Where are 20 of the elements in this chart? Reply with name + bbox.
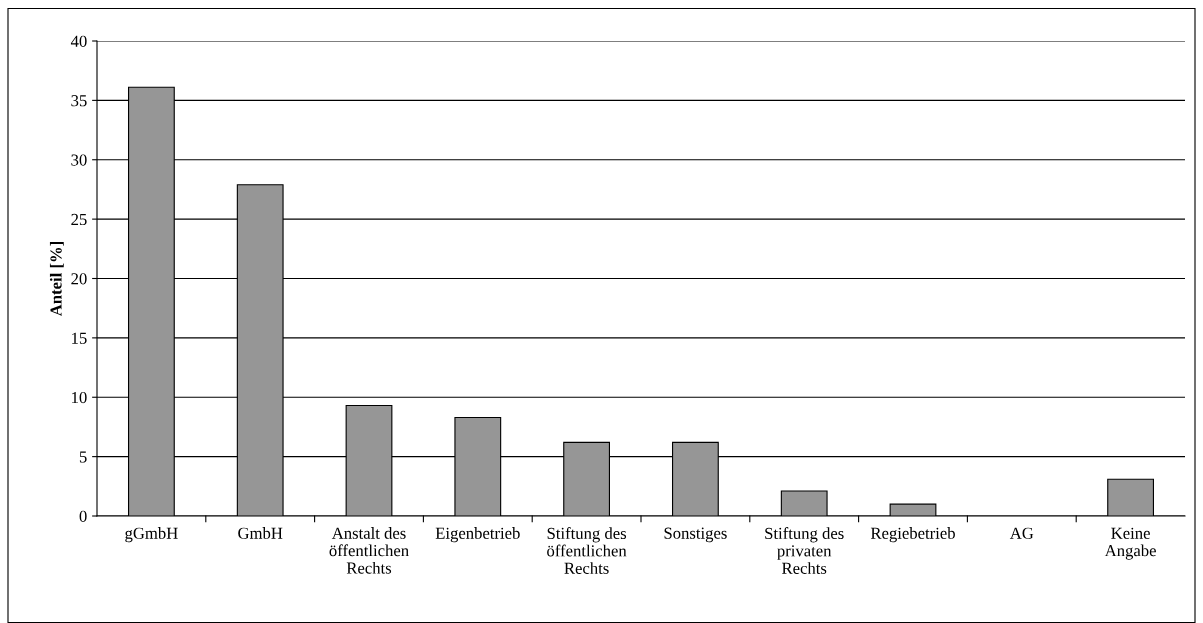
x-tick-label: Keine Angabe <box>1104 527 1156 560</box>
x-tick-label: GmbH <box>238 527 283 539</box>
y-tick-label: 10 <box>72 391 87 404</box>
x-tick-label: Stiftung des privaten Rechts <box>765 527 844 574</box>
x-tick-label: Anstalt des öffentlichen Rechts <box>329 527 409 574</box>
x-tick-label: Eigenbetrieb <box>435 527 520 543</box>
y-tick-label: 15 <box>72 332 87 344</box>
x-tick-label: Regiebetrieb <box>870 527 955 543</box>
x-tick-label: gGmbH <box>125 527 178 543</box>
y-axis-title: Anteil [%] <box>49 242 64 317</box>
y-tick-label: 25 <box>71 213 87 226</box>
x-tick-label: AG <box>1009 527 1034 539</box>
y-tick-label: 5 <box>79 451 87 463</box>
y-tick-label: 30 <box>71 154 87 166</box>
x-tick-label: Stiftung des öffentlichen Rechts <box>547 527 627 574</box>
y-tick-label: 40 <box>70 35 87 47</box>
y-tick-label: 20 <box>71 273 87 285</box>
y-tick-label: 0 <box>79 510 87 522</box>
y-tick-label: 35 <box>71 95 87 107</box>
x-tick-label: Sonstiges <box>664 527 727 543</box>
